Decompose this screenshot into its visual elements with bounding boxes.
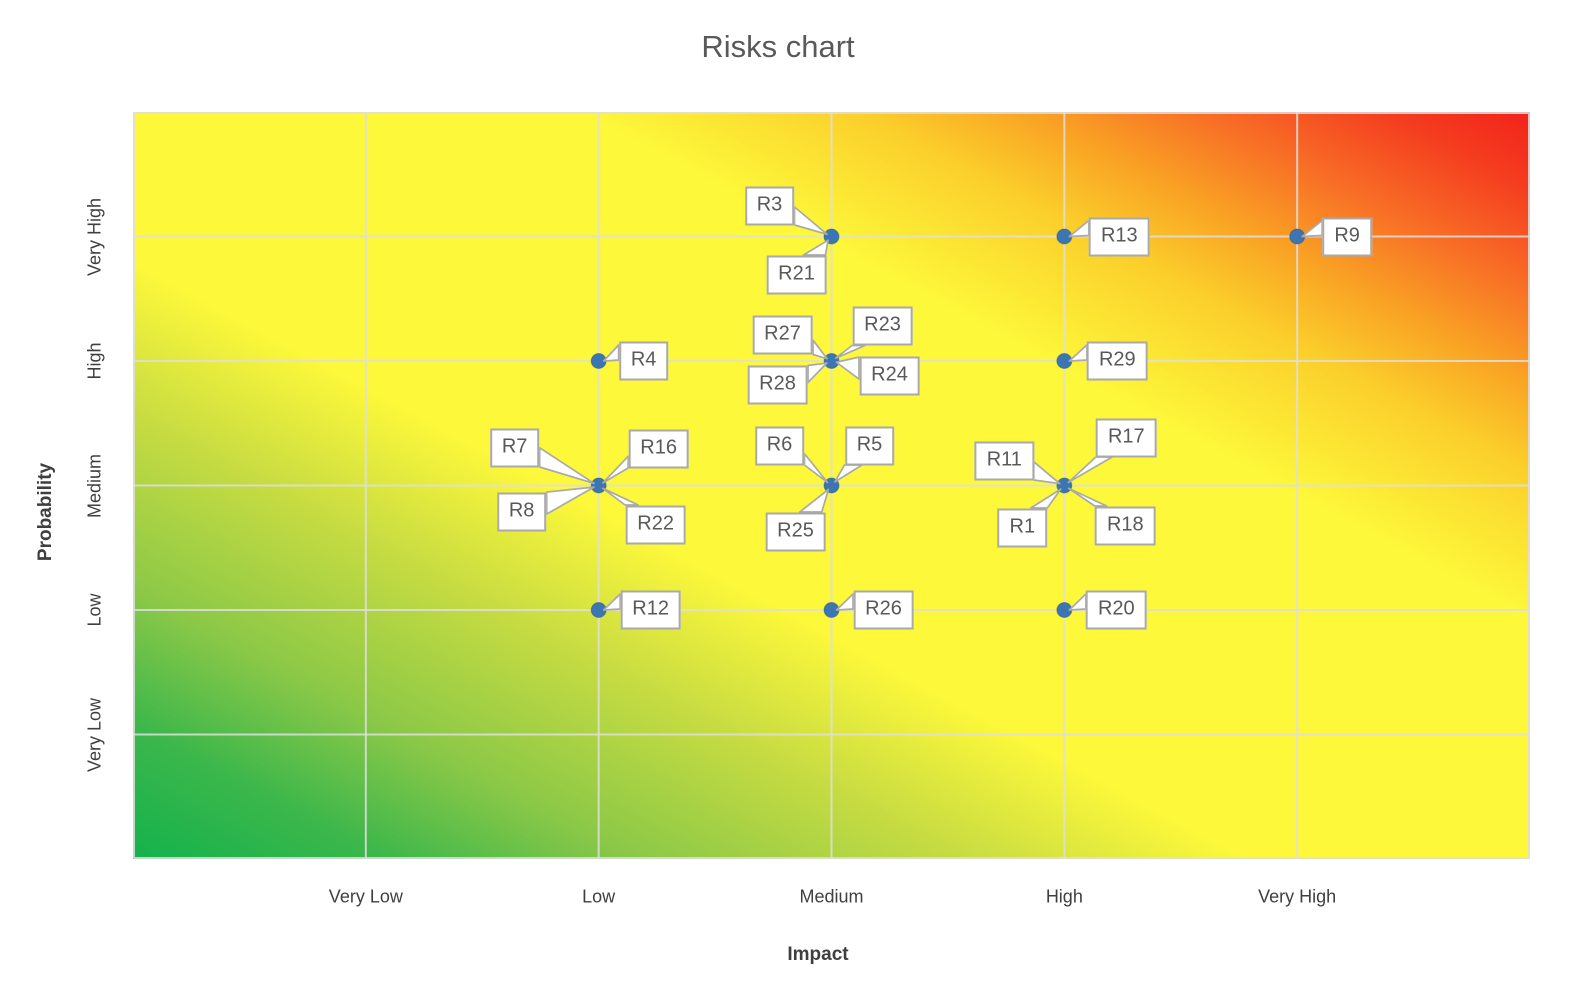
risk-label-r6: R6	[754, 426, 805, 465]
label-leader-r4	[602, 344, 620, 362]
plot-area: R3 R21 R13 R9 R4 R27 R23 R28 R24 R29 R7 R16 R8 R22 R6 R…	[133, 112, 1530, 859]
x-tick-medium: Medium	[799, 886, 864, 907]
x-tick-high: High	[1045, 886, 1083, 907]
y-tick-low: Low	[84, 593, 105, 627]
label-leader-r27	[812, 339, 828, 360]
label-leader-r26	[835, 593, 854, 611]
label-leader-r23	[834, 344, 866, 360]
risk-label-r5: R5	[844, 426, 895, 465]
label-leader-r1	[1029, 488, 1062, 509]
label-leader-r9	[1301, 219, 1324, 238]
risk-label-r24: R24	[859, 356, 920, 396]
plot-canvas	[133, 112, 1530, 859]
risk-label-r26: R26	[853, 590, 914, 630]
label-leader-r24	[835, 356, 860, 380]
risk-label-r12: R12	[620, 590, 682, 630]
label-leader-r18	[1067, 487, 1108, 507]
risk-label-r16: R16	[628, 429, 690, 468]
risk-label-r11: R11	[974, 441, 1034, 480]
risk-label-r1: R1	[997, 508, 1048, 547]
risk-label-r22: R22	[625, 505, 687, 544]
risk-label-r7: R7	[489, 428, 540, 467]
y-tick-high: High	[84, 342, 105, 380]
risk-label-r21: R21	[766, 255, 827, 294]
risk-label-r3: R3	[744, 186, 795, 225]
label-leader-r13	[1068, 219, 1090, 238]
risk-label-r9: R9	[1322, 217, 1372, 256]
x-tick-low: Low	[582, 886, 616, 907]
y-axis-title: Probability	[35, 462, 56, 562]
label-leader-r12	[602, 593, 622, 611]
risk-label-r29: R29	[1086, 341, 1148, 381]
label-leader-r3	[793, 206, 828, 236]
y-tick-medium: Medium	[84, 453, 105, 518]
label-leader-r22	[601, 487, 640, 506]
plot-border	[133, 112, 1530, 859]
risk-label-r23: R23	[852, 306, 913, 346]
label-leader-r17	[1067, 456, 1113, 484]
label-leader-r20	[1068, 593, 1087, 611]
risk-label-r4: R4	[618, 341, 669, 381]
risk-label-r13: R13	[1088, 217, 1150, 256]
x-axis-title: Impact	[787, 944, 849, 965]
risk-label-r18: R18	[1094, 506, 1156, 545]
risk-label-r8: R8	[496, 492, 547, 531]
y-tick-very-low: Very Low	[84, 697, 105, 772]
label-leader-r28	[807, 362, 828, 384]
label-leader-r8	[545, 486, 595, 515]
risk-label-r28: R28	[747, 365, 808, 405]
label-leader-r25	[798, 488, 830, 513]
label-leader-r11	[1032, 460, 1061, 485]
x-tick-very-high: Very High	[1258, 886, 1337, 907]
risk-label-r25: R25	[765, 512, 826, 551]
y-tick-very-high: Very High	[84, 197, 105, 276]
label-leader-r5	[834, 464, 863, 483]
label-leader-r16	[602, 455, 630, 484]
label-leader-r6	[803, 452, 829, 484]
data-point-r27-r23-r28-r24[interactable]	[823, 353, 840, 369]
label-leader-r7	[538, 446, 595, 485]
risk-label-r27: R27	[752, 315, 813, 355]
label-leader-r29	[1068, 344, 1088, 362]
chart-title: Risks chart	[701, 29, 855, 64]
risk-label-r17: R17	[1095, 418, 1157, 457]
label-leader-r21	[802, 239, 829, 256]
data-point-r7-r16-r8-r22[interactable]	[590, 477, 607, 494]
x-tick-very-low: Very Low	[328, 886, 403, 907]
risk-label-r20: R20	[1085, 590, 1147, 630]
